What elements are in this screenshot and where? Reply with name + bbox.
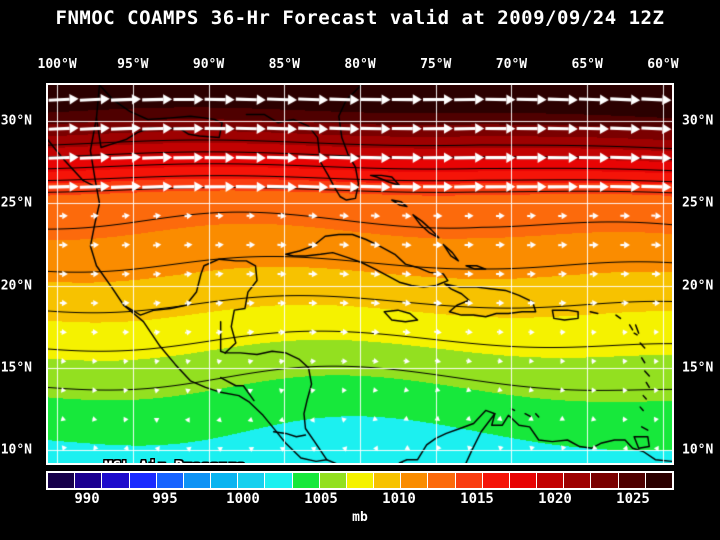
colorbar-cell [428, 473, 456, 488]
colorbar-cell [374, 473, 402, 488]
lon-tick-label: 100°W [37, 57, 77, 72]
lon-tick-label: 75°W [420, 57, 452, 72]
colorbar-units-label: mb [352, 510, 368, 525]
colorbar-cell [537, 473, 565, 488]
lon-tick-label: 85°W [268, 57, 300, 72]
colorbar-cell [238, 473, 266, 488]
lat-tick-label: 25°N [0, 195, 32, 211]
colorbar-cell [265, 473, 293, 488]
colorbar-cell [156, 473, 184, 488]
colorbar-cell [591, 473, 619, 488]
field-label: MSL Air Pressure [104, 459, 245, 463]
lat-tick-label: 30°N [682, 113, 714, 129]
map-plot-area[interactable]: MSL Air Pressure 10.0 m/s [46, 83, 674, 465]
colorbar-tick-label: 1010 [382, 491, 416, 507]
colorbar-tick-label: 1015 [460, 491, 494, 507]
pressure-field-canvas [48, 85, 672, 463]
lon-tick-label: 60°W [647, 57, 679, 72]
colorbar-cell [129, 473, 157, 488]
colorbar-tick-label: 1000 [226, 491, 260, 507]
colorbar-cell [48, 473, 76, 488]
lat-tick-label: 10°N [682, 442, 714, 458]
colorbar-cell [482, 473, 510, 488]
lat-tick-label: 30°N [0, 113, 32, 129]
lat-tick-label: 20°N [0, 278, 32, 293]
lat-tick-label: 15°N [0, 360, 32, 376]
figure-title: FNMOC COAMPS 36-Hr Forecast valid at 200… [55, 7, 665, 29]
lat-tick-label: 25°N [682, 195, 714, 211]
colorbar-tick-label: 1020 [538, 491, 572, 507]
lat-tick-label: 15°N [682, 360, 714, 376]
lon-tick-label: 70°W [495, 57, 528, 72]
colorbar-tick-label: 1025 [616, 491, 650, 507]
colorbar-cell [401, 473, 429, 488]
colorbar-cell [183, 473, 212, 488]
lon-tick-label: 90°W [192, 57, 225, 72]
colorbar-cell [645, 473, 672, 488]
pressure-colorbar[interactable] [46, 471, 674, 490]
colorbar-cell [319, 473, 347, 488]
colorbar-tick-label: 990 [74, 491, 100, 507]
colorbar-tick-label: 1005 [304, 491, 338, 507]
colorbar-cell [292, 473, 320, 488]
lon-tick-label: 65°W [571, 57, 603, 72]
colorbar-cell [509, 473, 538, 488]
colorbar-cell [618, 473, 646, 488]
lat-tick-label: 10°N [0, 442, 32, 458]
lat-tick-label: 20°N [682, 278, 714, 293]
colorbar-cell [455, 473, 483, 488]
colorbar-cell [75, 473, 103, 488]
colorbar-cell [564, 473, 592, 488]
lon-tick-label: 80°W [344, 57, 376, 72]
colorbar-cell [102, 473, 130, 488]
colorbar-cell [346, 473, 375, 488]
colorbar-tick-label: 995 [152, 491, 178, 507]
lon-tick-label: 95°W [117, 57, 149, 72]
colorbar-cell [211, 473, 239, 488]
